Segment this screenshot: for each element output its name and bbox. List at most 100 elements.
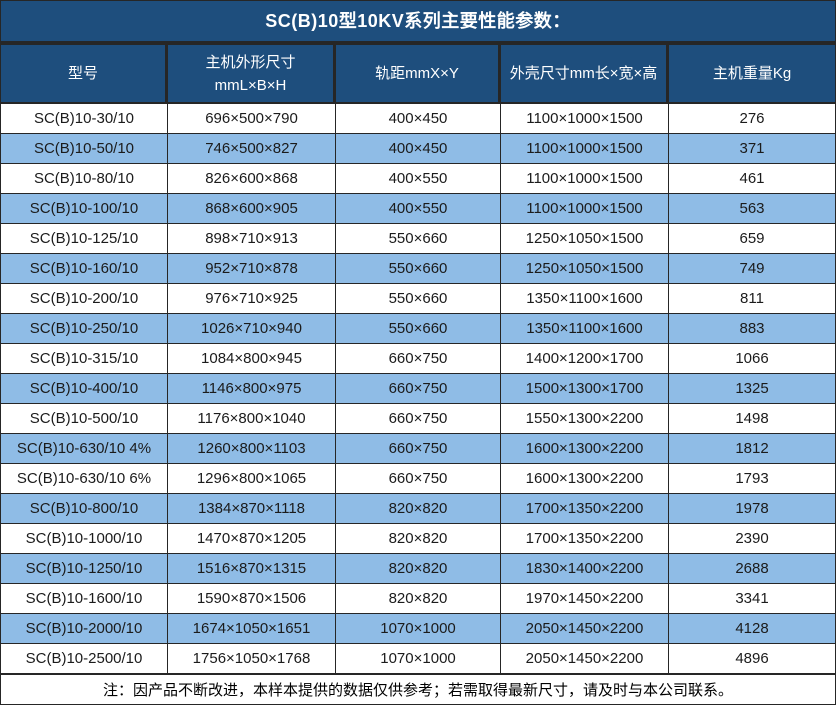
table-cell: 461 (739, 170, 765, 187)
table-cell: 659 (739, 230, 765, 247)
table-cell: 826×600×868 (168, 164, 336, 193)
table-cell: SC(B)10-200/10 (1, 284, 168, 313)
table-cell: SC(B)10-2000/10 (1, 614, 168, 643)
table-row: SC(B)10-630/10 6% 1296×800×1065 660×750 160… (1, 464, 835, 494)
table-cell: 1978 (735, 500, 769, 517)
table-row: SC(B)10-1250/10 1516×870×1315 820×820 1830×… (1, 554, 835, 584)
column-header-label: 主机重量Kg (712, 65, 792, 82)
table-row: SC(B)10-2000/10 1674×1050×1651 1070×1000 20… (1, 614, 835, 644)
table-cell: 371 (739, 140, 765, 157)
column-header-label: 型号 (67, 65, 98, 82)
table-row: SC(B)10-400/10 1146×800×975 660×750 1500×13… (1, 374, 835, 404)
table-cell: 660×750 (336, 434, 501, 463)
table-cell: 550×660 (336, 224, 501, 253)
footer-note: 注：因产品不断改进，本样本提供的数据仅供参考；若需取得最新尺寸，请及时与本公司联… (1, 674, 835, 704)
column-header-label: 轨距mmX×Y (375, 65, 459, 82)
table-cell: 1026×710×940 (168, 314, 336, 343)
table-cell: SC(B)10-80/10 (1, 164, 168, 193)
table-cell: 868×600×905 (168, 194, 336, 223)
table-cell: 2050×1450×2200 (501, 614, 669, 643)
table-cell: 660×750 (336, 374, 501, 403)
table-row: SC(B)10-80/10 826×600×868 400×550 1100×1000… (1, 164, 835, 194)
table-cell: 820×820 (336, 494, 501, 523)
table-cell: SC(B)10-1250/10 (1, 554, 168, 583)
table-cell: 550×660 (336, 254, 501, 283)
table-cell: 1066 (735, 350, 769, 367)
table-cell: SC(B)10-100/10 (1, 194, 168, 223)
table-cell: SC(B)10-630/10 4% (1, 434, 168, 463)
table-cell: 276 (739, 110, 765, 127)
table-cell: 1250×1050×1500 (501, 224, 669, 253)
table-cell: 4128 (735, 620, 769, 637)
table-cell: 1756×1050×1768 (168, 644, 336, 673)
table-cell: SC(B)10-30/10 (1, 104, 168, 133)
table-cell: 1176×800×1040 (168, 404, 336, 433)
column-header-label: 主机外形尺寸 (205, 53, 296, 71)
table-cell: 898×710×913 (168, 224, 336, 253)
table-cell: SC(B)10-160/10 (1, 254, 168, 283)
table-cell: 1400×1200×1700 (501, 344, 669, 373)
table-row: SC(B)10-30/10 696×500×790 400×450 1100×1000… (1, 104, 835, 134)
column-header-model: 型号 (1, 45, 168, 102)
table-row: SC(B)10-315/10 1084×800×945 660×750 1400×12… (1, 344, 835, 374)
table-cell: 400×550 (336, 194, 501, 223)
table-header-row: 型号 主机外形尺寸 mmL×B×H 轨距mmX×Y 外壳尺寸mm长×宽×高 主机… (1, 45, 835, 104)
table-cell: 400×450 (336, 134, 501, 163)
table-cell: 1070×1000 (336, 614, 501, 643)
table-cell: 1590×870×1506 (168, 584, 336, 613)
table-row: SC(B)10-1000/10 1470×870×1205 820×820 1700×… (1, 524, 835, 554)
table-row: SC(B)10-1600/10 1590×870×1506 820×820 1970×… (1, 584, 835, 614)
table-cell: SC(B)10-630/10 6% (1, 464, 168, 493)
table-cell: SC(B)10-800/10 (1, 494, 168, 523)
table-row: SC(B)10-200/10 976×710×925 550×660 1350×110… (1, 284, 835, 314)
table-cell: 4896 (735, 650, 769, 667)
table-cell: SC(B)10-250/10 (1, 314, 168, 343)
table-cell: SC(B)10-50/10 (1, 134, 168, 163)
table-cell: 1384×870×1118 (168, 494, 336, 523)
table-cell: 1100×1000×1500 (501, 104, 669, 133)
table-cell: 1100×1000×1500 (501, 194, 669, 223)
table-cell: 811 (740, 290, 764, 307)
table-cell: 1550×1300×2200 (501, 404, 669, 433)
table-row: SC(B)10-125/10 898×710×913 550×660 1250×105… (1, 224, 835, 254)
table-cell: 976×710×925 (168, 284, 336, 313)
table-row: SC(B)10-2500/10 1756×1050×1768 1070×1000 20… (1, 644, 835, 674)
table-cell: 1600×1300×2200 (501, 434, 669, 463)
table-cell: 1070×1000 (336, 644, 501, 673)
table-cell: 660×750 (336, 344, 501, 373)
table-cell: 1350×1100×1600 (501, 314, 669, 343)
table-cell: 746×500×827 (168, 134, 336, 163)
table-cell: 1350×1100×1600 (501, 284, 669, 313)
table-cell: 1516×870×1315 (168, 554, 336, 583)
table-cell: 1100×1000×1500 (501, 134, 669, 163)
table-cell: SC(B)10-1000/10 (1, 524, 168, 553)
table-cell: 1146×800×975 (168, 374, 336, 403)
table-cell: 550×660 (336, 314, 501, 343)
table-cell: 2050×1450×2200 (501, 644, 669, 673)
table-cell: SC(B)10-2500/10 (1, 644, 168, 673)
table-title: SC(B)10型10KV系列主要性能参数： (1, 1, 835, 45)
table-cell: 749 (739, 260, 765, 277)
table-cell: 1470×870×1205 (168, 524, 336, 553)
table-cell: 400×450 (336, 104, 501, 133)
table-cell: 1500×1300×1700 (501, 374, 669, 403)
table-row: SC(B)10-250/10 1026×710×940 550×660 1350×11… (1, 314, 835, 344)
table-body: SC(B)10-30/10 696×500×790 400×450 1100×1000… (1, 104, 835, 674)
table-cell: 820×820 (336, 584, 501, 613)
table-row: SC(B)10-160/10 952×710×878 550×660 1250×105… (1, 254, 835, 284)
table-cell: 1084×800×945 (168, 344, 336, 373)
table-cell: 1674×1050×1651 (168, 614, 336, 643)
column-header-weight: 主机重量Kg (669, 45, 835, 102)
table-cell: 3341 (735, 590, 769, 607)
table-cell: 1296×800×1065 (168, 464, 336, 493)
column-header-unit-dimensions: 主机外形尺寸 mmL×B×H (168, 45, 336, 102)
table-cell: 550×660 (336, 284, 501, 313)
table-cell: 1700×1350×2200 (501, 494, 669, 523)
table-row: SC(B)10-100/10 868×600×905 400×550 1100×100… (1, 194, 835, 224)
table-cell: 660×750 (336, 404, 501, 433)
table-row: SC(B)10-630/10 4% 1260×800×1103 660×750 160… (1, 434, 835, 464)
column-header-label: 外壳尺寸mm长×宽×高 (509, 65, 658, 82)
table-cell: 1100×1000×1500 (501, 164, 669, 193)
table-cell: SC(B)10-125/10 (1, 224, 168, 253)
